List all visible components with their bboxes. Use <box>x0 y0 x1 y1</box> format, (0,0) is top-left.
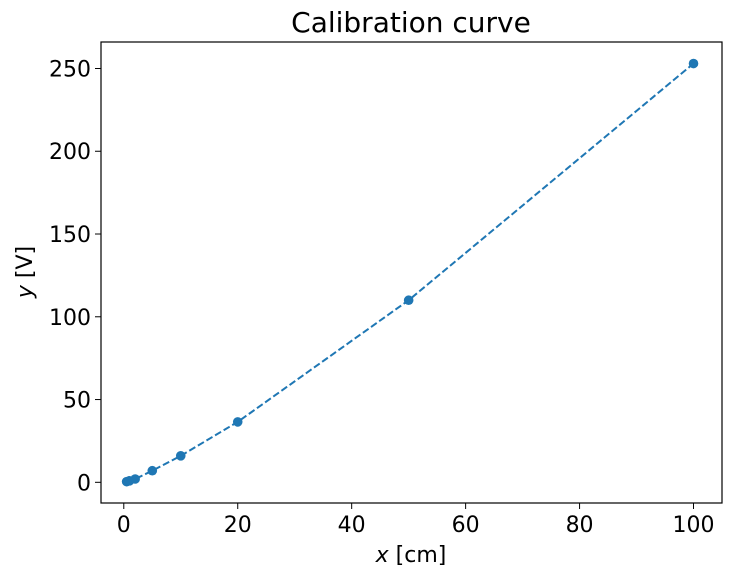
y-tick-label: 0 <box>77 471 91 496</box>
plot-area <box>121 58 699 487</box>
y-tick-label: 150 <box>49 223 91 248</box>
data-point <box>175 451 186 461</box>
x-axis-unit: [cm] <box>389 543 447 568</box>
x-tick-label: 80 <box>566 513 594 538</box>
data-point <box>130 474 140 484</box>
series-line <box>126 62 695 483</box>
axes-frame <box>100 41 723 504</box>
x-tick-label: 100 <box>673 513 715 538</box>
x-axis-label: x [cm] <box>375 543 447 568</box>
y-axis: 0 50 100 150 200 250 <box>49 57 101 496</box>
y-axis-label: y [V] <box>13 246 38 299</box>
y-tick-label: 250 <box>49 57 91 82</box>
data-point <box>232 417 243 427</box>
data-point <box>688 58 699 69</box>
x-tick-label: 20 <box>224 513 252 538</box>
data-point <box>403 295 414 306</box>
x-tick-label: 60 <box>452 513 480 538</box>
y-axis-unit: [V] <box>13 246 38 285</box>
chart-title: Calibration curve <box>291 6 531 39</box>
y-axis-variable: y <box>13 284 38 299</box>
data-point <box>147 465 158 476</box>
x-axis: 0 20 40 60 80 100 <box>117 503 715 538</box>
y-tick-label: 50 <box>63 389 91 414</box>
y-tick-label: 100 <box>49 306 91 331</box>
x-axis-variable: x <box>375 543 390 568</box>
x-tick-label: 40 <box>338 513 366 538</box>
x-tick-label: 0 <box>117 513 131 538</box>
y-tick-label: 200 <box>49 140 91 165</box>
